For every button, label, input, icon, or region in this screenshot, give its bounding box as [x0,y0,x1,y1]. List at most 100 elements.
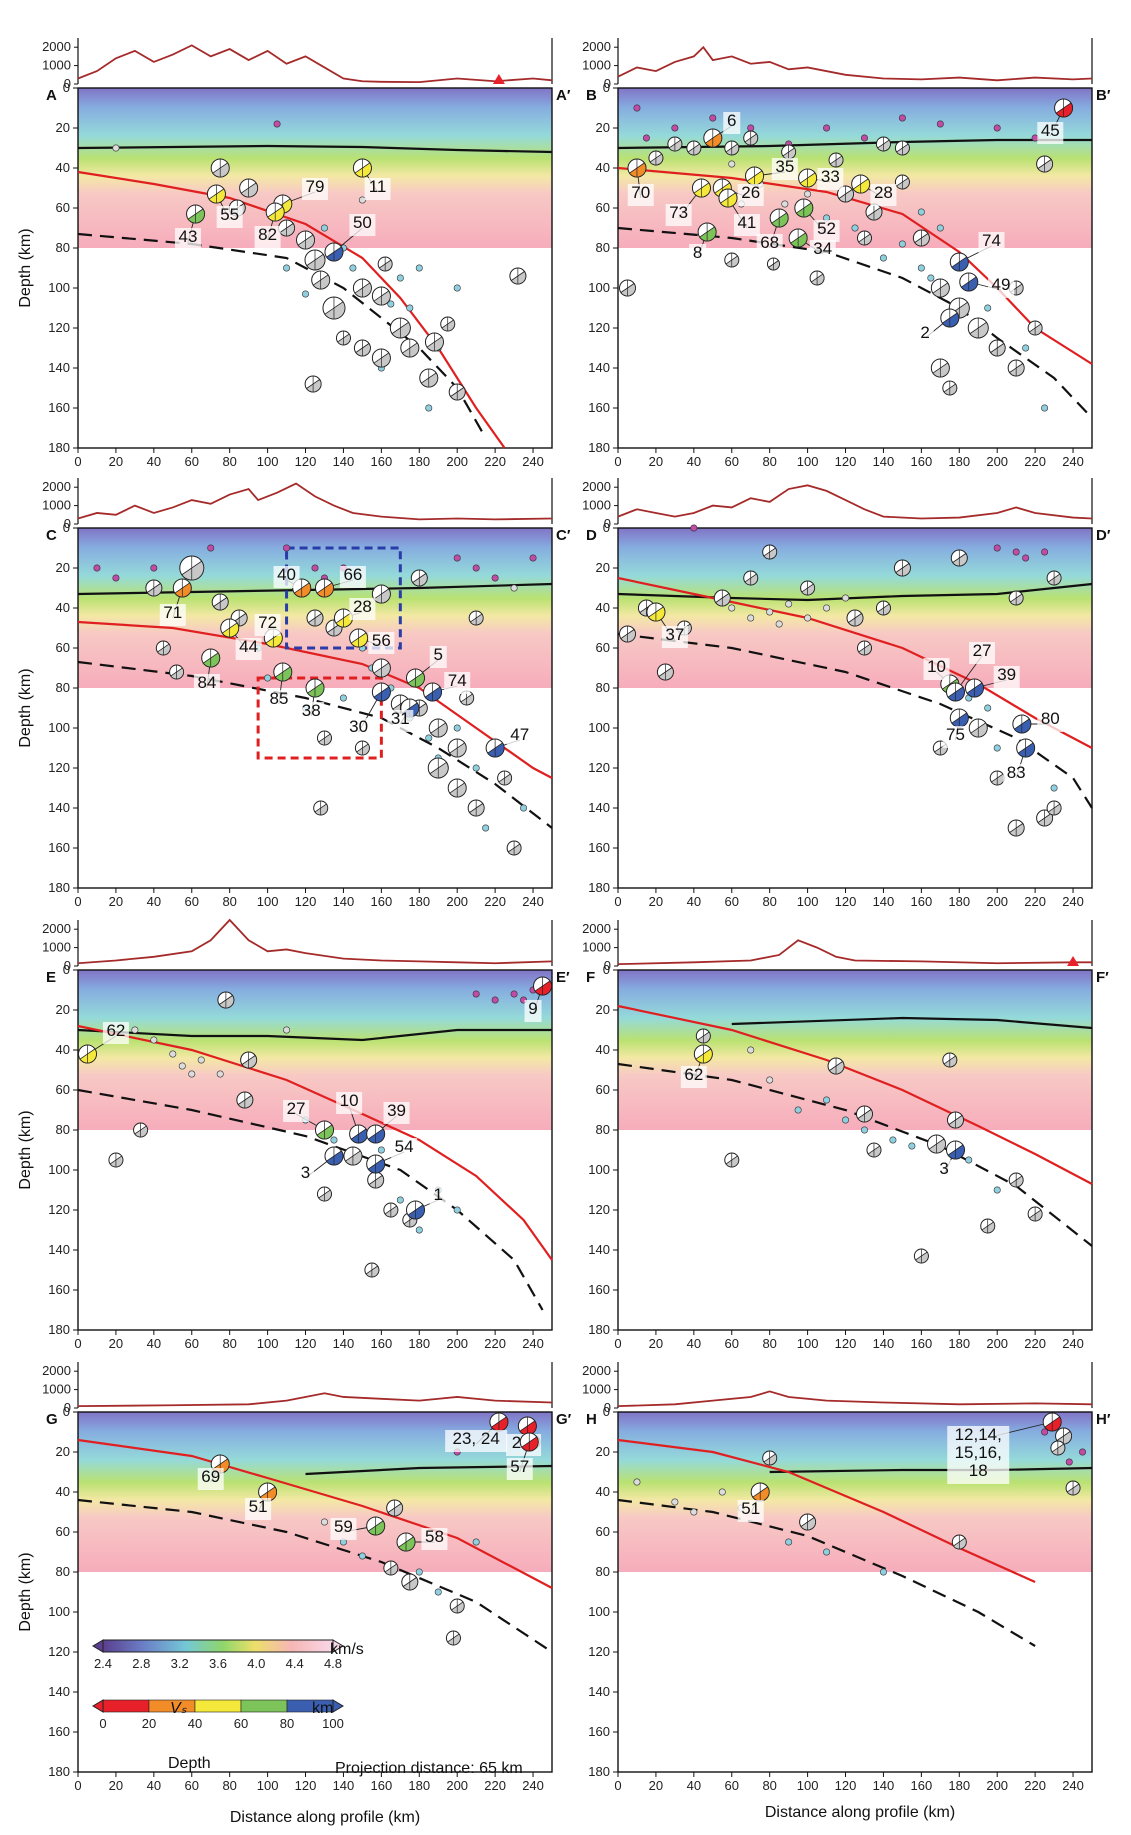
y-tick-label: 20 [596,1444,610,1459]
event-label-bg [297,1164,315,1186]
event-mechanism-quadrant [966,682,984,698]
seismicity-point [1041,1428,1049,1436]
event-mechanism-quadrant [534,980,552,996]
event-label-bg [391,1138,418,1160]
event-label: 3 [939,1159,948,1178]
event-label-bg [254,226,281,248]
x-tick-label: 0 [614,454,621,469]
grey-mechanism-quadrant [948,1114,964,1129]
event-mechanism-quadrant [307,682,325,698]
x-tick-label: 220 [484,894,506,909]
event-mechanism-quadrant [316,1124,334,1140]
seismicity-point [472,990,480,998]
grey-mechanism-quadrant [725,143,740,156]
y-tick-label: 60 [56,640,70,655]
x-tick-label: 40 [687,1336,701,1351]
event-label: 43 [179,227,198,246]
grey-mechanism-quadrant [928,1138,946,1154]
grey-mechanism-quadrant [134,1125,148,1138]
vs-background [78,970,552,1130]
x-tick-label: 100 [797,894,819,909]
grey-mechanism-quadrant [447,1633,461,1646]
grey-mechanism-quadrant [241,1054,258,1069]
event-mechanism-quadrant [699,226,717,242]
x-tick-label: 160 [371,894,393,909]
seismicity-point [984,704,992,712]
y-tick-label: 80 [596,1564,610,1579]
x-tick-label: 40 [687,454,701,469]
x-tick-label: 140 [333,1336,355,1351]
grey-mechanism-quadrant [932,282,950,298]
y-axis-title: Depth (km) [17,1552,34,1631]
seismicity-point [823,1548,831,1556]
grey-mechanism-quadrant [810,273,825,286]
event-label: 10 [340,1091,359,1110]
grey-mechanism-quadrant [952,552,968,567]
y-tick-label: 0 [63,962,70,977]
grey-mechanism-quadrant [344,1150,363,1166]
x-tick-label: 240 [1062,1336,1084,1351]
grey-mechanism-quadrant [896,177,910,190]
x-tick-label: 100 [257,1336,279,1351]
event-label: 39 [997,665,1016,684]
grey-mechanism-quadrant [373,352,391,368]
x-tick-label: 100 [257,454,279,469]
depth-unit: km [312,1700,333,1717]
seismicity-point [785,600,793,608]
seismicity-point [993,744,1001,752]
seismicity-point [842,594,850,602]
x-tick-label: 180 [408,454,430,469]
volcano-marker [492,74,505,84]
seismicity-point [908,1142,916,1150]
x-tick-label: 100 [797,1778,819,1793]
event-label: 38 [302,701,321,720]
slab-top-line [617,1004,1093,1185]
event-mechanism-quadrant [752,1486,770,1502]
x-tick-label: 140 [873,1778,895,1793]
grey-mechanism-quadrant [801,583,815,596]
event-label-bg [254,614,281,636]
slab-bottom-line [617,1062,1093,1247]
event-label: 27 [973,641,992,660]
seismicity-point [387,300,395,308]
grey-mechanism-quadrant [430,722,448,738]
plot-frame [617,1411,1093,1773]
y-tick-label: 140 [48,800,70,815]
event-label: 51 [741,1499,760,1518]
x-tick-label: 200 [446,1336,468,1351]
event-label: 10 [927,657,946,676]
event-label: 2 [920,323,929,342]
seismicity-point [747,614,755,622]
seismicity-point [1041,548,1049,556]
x-tick-label: 80 [762,454,776,469]
event-label: 5 [434,645,443,664]
grey-mechanism-quadrant [1009,1175,1024,1188]
seismicity-point [1012,548,1020,556]
x-axis-title-right: Distance along profile (km) [765,1804,955,1821]
x-tick-label: 60 [185,1336,199,1351]
depth-arrow-left [92,1699,104,1713]
event-mechanism-quadrant [771,212,789,228]
event-label: 62 [684,1065,703,1084]
vs-colorbar [102,1639,334,1653]
x-tick-label: 200 [986,1336,1008,1351]
seismicity-point [415,1226,423,1234]
x-tick-label: 0 [614,1336,621,1351]
grey-mechanism-quadrant [391,321,411,339]
x-tick-label: 140 [333,894,355,909]
grey-mechanism-quadrant [1028,1209,1043,1222]
event-label-bg [978,232,1005,254]
seismicity-point [472,764,480,772]
event-label-bg [364,178,391,200]
event-label: 11 [369,177,387,196]
x-tick-label: 80 [222,894,236,909]
grey-mechanism-quadrant [318,1189,332,1202]
seismicity-point [396,274,404,282]
y-tick-label: 160 [48,1724,70,1739]
grey-mechanism-quadrant [896,143,910,156]
profile-end-label: A′ [556,87,571,104]
elev-tick-label: 2000 [582,1363,611,1378]
